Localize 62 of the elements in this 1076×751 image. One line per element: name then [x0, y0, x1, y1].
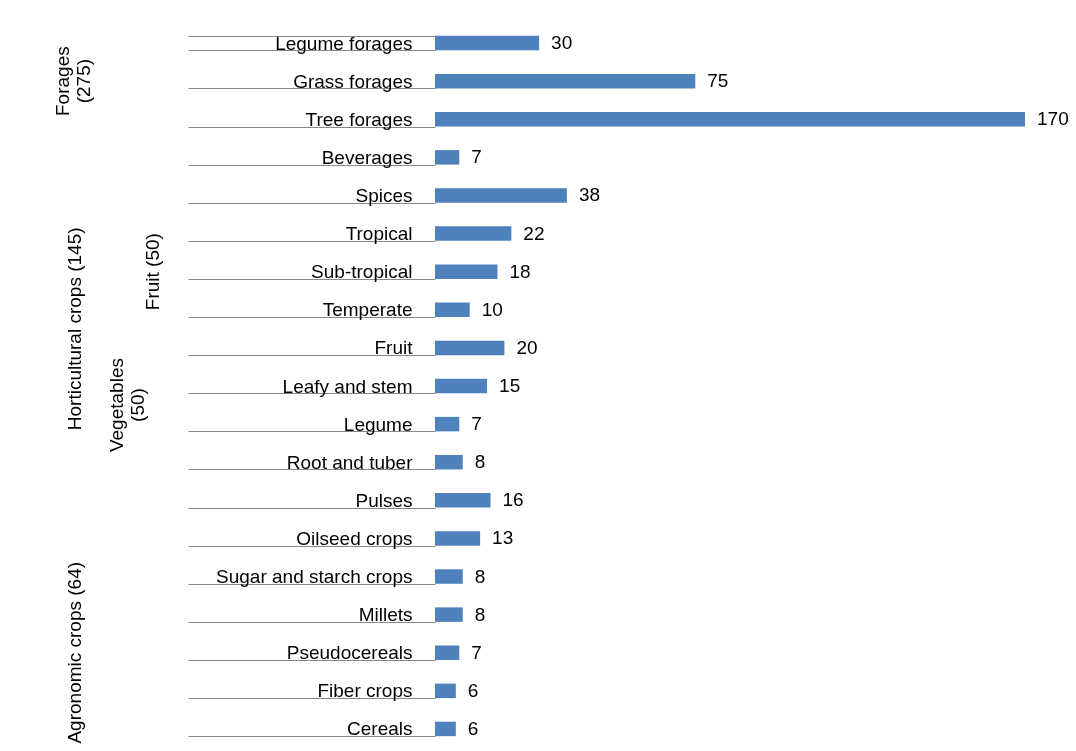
bar	[435, 188, 567, 203]
bar	[435, 416, 460, 432]
y-tick-label: Root and tuber	[286, 451, 414, 473]
bar	[435, 454, 463, 470]
bar	[435, 683, 456, 699]
bar	[435, 112, 1025, 127]
text: Horticultural crops (145)	[64, 227, 85, 431]
data-label: 22	[523, 222, 545, 244]
bar	[435, 35, 540, 51]
text: Fruit (50)	[142, 233, 163, 311]
data-label: 6	[467, 717, 479, 739]
data-label: 170	[1037, 108, 1069, 130]
data-label: 16	[502, 489, 524, 511]
data-label: 75	[707, 70, 729, 92]
bar	[435, 378, 488, 394]
data-label: 8	[474, 603, 486, 625]
y-tick-label: Legume	[343, 413, 413, 435]
y-tick-label: Oilseed crops	[296, 527, 413, 549]
data-label: 7	[471, 146, 482, 168]
y-tick-label: Millets	[358, 604, 413, 626]
y-tick-label: Fruit	[374, 337, 414, 359]
bar	[435, 73, 696, 89]
data-label: 7	[471, 413, 482, 435]
data-label: 8	[474, 565, 486, 587]
y-tick-label: Legume forages	[275, 32, 413, 54]
bar	[435, 493, 491, 508]
data-label: 30	[551, 32, 573, 54]
y-tick-label: Beverages	[321, 146, 413, 168]
bar	[435, 721, 456, 737]
bar	[435, 302, 470, 318]
y-tick-label: Tropical	[345, 223, 413, 245]
bar	[435, 226, 512, 241]
data-label: 13	[492, 527, 514, 549]
bar	[435, 264, 498, 279]
data-label: 8	[474, 451, 486, 473]
data-label: 7	[471, 641, 482, 663]
bar	[435, 607, 463, 622]
bar	[435, 150, 460, 165]
data-label: 18	[509, 260, 531, 282]
text: Forages (275)	[52, 46, 94, 117]
y-tick-label: Leafy and stem	[282, 375, 413, 397]
bar	[435, 569, 463, 584]
data-label: 15	[499, 375, 521, 396]
y-tick-label: Fiber crops	[317, 680, 413, 702]
data-label: 20	[516, 336, 538, 358]
bar	[435, 340, 505, 356]
data-label: 38	[578, 184, 601, 206]
y-tick-label: Pseudocereals	[286, 642, 413, 664]
text: Vegetables (50)	[106, 358, 148, 453]
y-tick-label: Pulses	[355, 489, 413, 511]
y-tick-label: Sugar and starch crops	[216, 566, 413, 588]
data-label: 6	[467, 679, 479, 701]
bar	[435, 645, 460, 660]
text: Agronomic crops (64)	[64, 561, 85, 744]
y-tick-label: Sub-tropical	[311, 261, 413, 283]
bar	[435, 531, 481, 546]
data-label: 10	[481, 298, 503, 320]
y-tick-label: Grass forages	[293, 70, 413, 92]
y-tick-label: Temperate	[322, 299, 413, 321]
y-tick-label: Cereals	[347, 718, 413, 740]
y-tick-label: Spices	[355, 184, 413, 206]
y-tick-label: Tree forages	[305, 108, 413, 130]
